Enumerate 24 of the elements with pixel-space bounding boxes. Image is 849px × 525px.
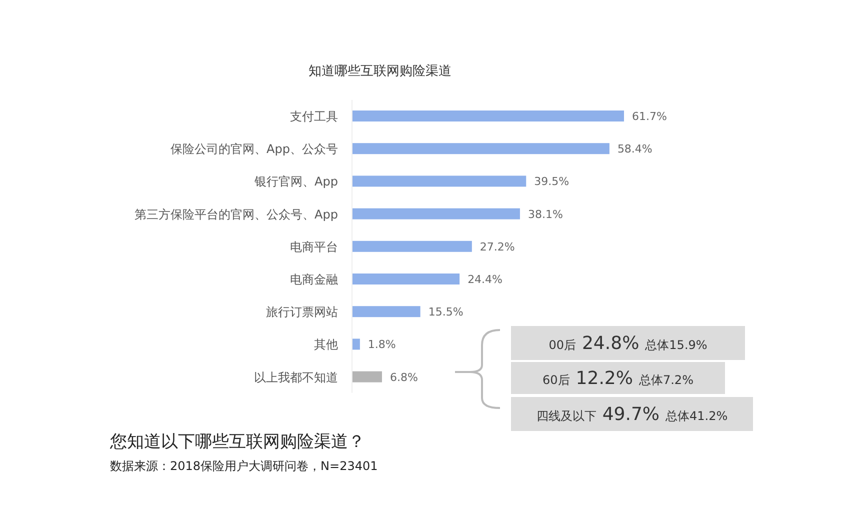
category-label: 保险公司的官网、App、公众号	[170, 142, 338, 156]
data-label: 61.7%	[632, 110, 667, 123]
data-label: 39.5%	[534, 175, 570, 188]
category-label: 第三方保险平台的官网、公众号、App	[134, 207, 338, 222]
category-label: 旅行订票网站	[266, 305, 338, 320]
category-label: 电商金融	[290, 272, 338, 286]
category-label: 其他	[314, 338, 338, 352]
data-label: 24.4%	[468, 273, 503, 286]
category-label: 以上我都不知道	[254, 370, 338, 384]
title: 知道哪些互联网购险渠道	[308, 64, 452, 79]
annotation: 60后 12.2% 总体7.2%	[542, 368, 694, 389]
category-label: 银行官网、App	[254, 174, 338, 189]
data-label: 6.8%	[390, 370, 418, 384]
category-label: 电商平台	[290, 240, 338, 254]
data-label: 15.5%	[428, 306, 464, 319]
annotation: 00后 24.8% 总体15.9%	[548, 333, 708, 354]
data-label: 1.8%	[368, 338, 396, 352]
annotation: 数据来源：2018保险用户大调研问卷，N=23401	[110, 459, 378, 473]
category-label: 支付工具	[290, 110, 338, 124]
data-label: 38.1%	[528, 208, 563, 221]
annotation: 四线及以下 49.7% 总体41.2%	[536, 404, 728, 425]
data-label: 27.2%	[480, 240, 515, 254]
data-label: 58.4%	[617, 142, 652, 156]
annotation: 您知道以下哪些互联网购险渠道？	[110, 432, 365, 452]
